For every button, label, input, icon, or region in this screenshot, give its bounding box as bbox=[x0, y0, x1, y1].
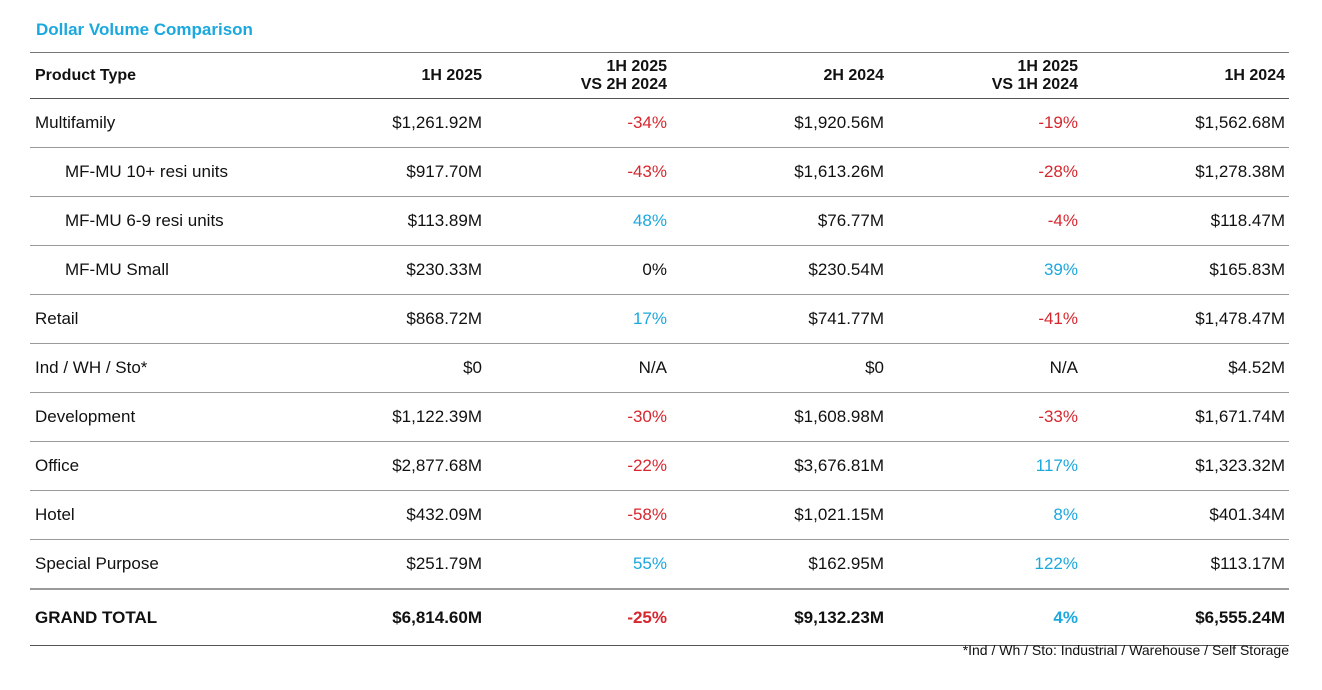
value-1h-2025: $432.09M bbox=[406, 505, 482, 524]
table-row: Retail $868.72M 17% $741.77M -41% $1,478.47M bbox=[30, 295, 1289, 344]
value-2h-2024: $0 bbox=[865, 358, 884, 377]
product-type-cell: Hotel bbox=[35, 505, 75, 524]
table-row: Development $1,122.39M -30% $1,608.98M -33% $… bbox=[30, 393, 1289, 442]
product-type-cell: MF-MU Small bbox=[65, 260, 169, 279]
change-vs-2h-2024: N/A bbox=[638, 358, 667, 377]
value-2h-2024: $1,608.98M bbox=[794, 407, 884, 426]
table-body: Multifamily $1,261.92M -34% $1,920.56M -19% $… bbox=[30, 99, 1289, 589]
value-1h-2025: $113.89M bbox=[407, 211, 482, 230]
value-1h-2024: $118.47M bbox=[1210, 211, 1285, 230]
header-label-line1: 1H 2025 bbox=[1017, 57, 1079, 75]
value-1h-2025: $251.79M bbox=[406, 554, 482, 573]
value-1h-2024: $4.52M bbox=[1228, 358, 1285, 377]
change-vs-2h-2024: 0% bbox=[642, 260, 667, 279]
change-vs-2h-2024: 17% bbox=[632, 309, 667, 328]
change-vs-2h-2024: 48% bbox=[632, 211, 667, 230]
change-vs-1h-2024: 39% bbox=[1043, 260, 1078, 279]
header-1h-2025-vs-1h-2024: 1H 2025 VS 1H 2024 bbox=[888, 58, 1082, 94]
header-label: 1H 2025 bbox=[421, 66, 483, 84]
total-1h-2025: $6,814.60M bbox=[392, 607, 482, 627]
change-vs-1h-2024: 8% bbox=[1053, 505, 1078, 524]
change-vs-2h-2024: -22% bbox=[627, 456, 667, 475]
header-label-line1: 1H 2025 bbox=[606, 57, 668, 75]
table-row: Office $2,877.68M -22% $3,676.81M 117% $1,323… bbox=[30, 442, 1289, 491]
value-1h-2024: $1,478.47M bbox=[1195, 309, 1285, 328]
header-product-type: Product Type bbox=[30, 67, 250, 85]
change-vs-1h-2024: -41% bbox=[1038, 309, 1078, 328]
product-type-cell: Special Purpose bbox=[35, 554, 159, 573]
header-label-line2: VS 2H 2024 bbox=[580, 75, 667, 93]
total-2h-2024: $9,132.23M bbox=[794, 607, 884, 627]
table-row: Hotel $432.09M -58% $1,021.15M 8% $401.34M bbox=[30, 491, 1289, 540]
table-row: Multifamily $1,261.92M -34% $1,920.56M -19% $… bbox=[30, 99, 1289, 148]
change-vs-2h-2024: -34% bbox=[627, 113, 667, 132]
change-vs-1h-2024: -33% bbox=[1038, 407, 1078, 426]
value-1h-2024: $401.34M bbox=[1209, 505, 1285, 524]
value-1h-2024: $1,278.38M bbox=[1195, 162, 1285, 181]
header-1h-2025: 1H 2025 bbox=[250, 67, 486, 85]
total-vs-1h-2024: 4% bbox=[1053, 607, 1078, 627]
value-1h-2024: $1,562.68M bbox=[1195, 113, 1285, 132]
product-type-cell: Multifamily bbox=[35, 113, 116, 132]
value-1h-2024: $1,323.32M bbox=[1195, 456, 1285, 475]
product-type-cell: Retail bbox=[35, 309, 79, 328]
header-1h-2025-vs-2h-2024: 1H 2025 VS 2H 2024 bbox=[486, 58, 671, 94]
table-row: MF-MU 10+ resi units $917.70M -43% $1,613.2… bbox=[30, 148, 1289, 197]
change-vs-1h-2024: 122% bbox=[1034, 554, 1078, 573]
header-label: 1H 2024 bbox=[1224, 66, 1286, 84]
change-vs-2h-2024: 55% bbox=[632, 554, 667, 573]
value-1h-2024: $113.17M bbox=[1210, 554, 1285, 573]
header-label: Product Type bbox=[35, 66, 137, 84]
table-header-row: Product Type 1H 2025 1H 2025 VS 2H 2024 … bbox=[30, 53, 1289, 99]
change-vs-1h-2024: -19% bbox=[1038, 113, 1078, 132]
value-1h-2025: $230.33M bbox=[406, 260, 482, 279]
value-2h-2024: $741.77M bbox=[808, 309, 884, 328]
value-2h-2024: $1,920.56M bbox=[794, 113, 884, 132]
page-title: Dollar Volume Comparison bbox=[36, 20, 253, 39]
change-vs-1h-2024: -4% bbox=[1047, 211, 1078, 230]
change-vs-2h-2024: -30% bbox=[627, 407, 667, 426]
value-2h-2024: $1,613.26M bbox=[794, 162, 884, 181]
product-type-cell: Ind / WH / Sto* bbox=[35, 358, 148, 377]
total-1h-2024: $6,555.24M bbox=[1195, 607, 1285, 627]
change-vs-1h-2024: N/A bbox=[1049, 358, 1078, 377]
grand-total-row: GRAND TOTAL $6,814.60M -25% $9,132.23M 4… bbox=[30, 589, 1289, 646]
change-vs-2h-2024: -58% bbox=[627, 505, 667, 524]
table-row: Ind / WH / Sto* $0 N/A $0 N/A $4.52M bbox=[30, 344, 1289, 393]
value-2h-2024: $230.54M bbox=[808, 260, 884, 279]
total-label: GRAND TOTAL bbox=[35, 607, 158, 627]
value-1h-2025: $917.70M bbox=[406, 162, 482, 181]
product-type-cell: Office bbox=[35, 456, 80, 475]
value-1h-2024: $165.83M bbox=[1209, 260, 1285, 279]
value-2h-2024: $1,021.15M bbox=[794, 505, 884, 524]
header-2h-2024: 2H 2024 bbox=[671, 67, 888, 85]
value-1h-2025: $868.72M bbox=[406, 309, 482, 328]
change-vs-1h-2024: -28% bbox=[1038, 162, 1078, 181]
dollar-volume-table: Product Type 1H 2025 1H 2025 VS 2H 2024 … bbox=[30, 52, 1289, 646]
value-1h-2025: $1,122.39M bbox=[392, 407, 482, 426]
table-row: Special Purpose $251.79M 55% $162.95M 122% $1… bbox=[30, 540, 1289, 589]
table-row: MF-MU Small $230.33M 0% $230.54M 39% $165.83M bbox=[30, 246, 1289, 295]
change-vs-1h-2024: 117% bbox=[1035, 456, 1078, 475]
header-1h-2024: 1H 2024 bbox=[1082, 67, 1289, 85]
footnote: *Ind / Wh / Sto: Industrial / Warehouse … bbox=[962, 642, 1289, 658]
value-2h-2024: $3,676.81M bbox=[794, 456, 884, 475]
product-type-cell: MF-MU 6-9 resi units bbox=[65, 211, 224, 230]
value-1h-2025: $0 bbox=[463, 358, 482, 377]
product-type-cell: MF-MU 10+ resi units bbox=[65, 162, 228, 181]
total-vs-2h-2024: -25% bbox=[627, 607, 667, 627]
header-label-line2: VS 1H 2024 bbox=[991, 75, 1078, 93]
change-vs-2h-2024: -43% bbox=[627, 162, 667, 181]
value-1h-2025: $1,261.92M bbox=[392, 113, 482, 132]
value-2h-2024: $162.95M bbox=[808, 554, 884, 573]
header-label: 2H 2024 bbox=[823, 66, 885, 84]
value-1h-2025: $2,877.68M bbox=[392, 456, 482, 475]
value-2h-2024: $76.77M bbox=[817, 211, 884, 230]
value-1h-2024: $1,671.74M bbox=[1195, 407, 1285, 426]
table-row: MF-MU 6-9 resi units $113.89M 48% $76.77M -4… bbox=[30, 197, 1289, 246]
product-type-cell: Development bbox=[35, 407, 136, 426]
